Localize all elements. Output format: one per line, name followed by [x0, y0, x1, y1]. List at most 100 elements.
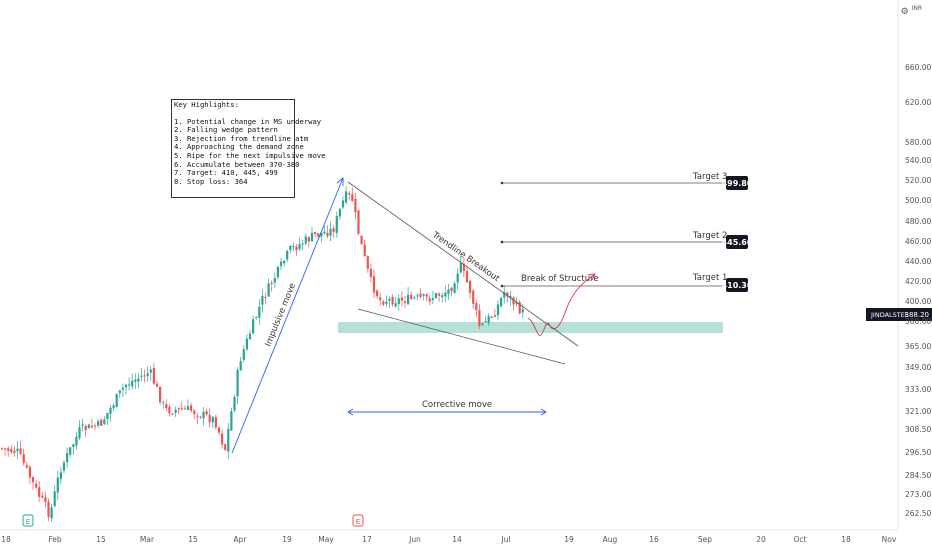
candle-body — [25, 465, 28, 468]
time-tick-label: 16 — [649, 535, 659, 544]
candle-body — [453, 283, 456, 293]
candle-body — [351, 194, 354, 201]
candle-body — [496, 304, 500, 316]
candle-body — [22, 453, 25, 464]
candle-body — [121, 387, 124, 390]
candle-body — [239, 361, 242, 371]
candle-body — [310, 232, 314, 242]
candle-body — [301, 243, 304, 245]
candle-body — [295, 246, 298, 251]
candle-body — [128, 384, 131, 386]
impulsive-arrow-head — [336, 177, 344, 186]
candle-body — [490, 316, 493, 318]
candle-body — [475, 303, 478, 311]
candle-body — [131, 380, 134, 387]
candle-body — [112, 405, 115, 409]
candle-body — [413, 297, 416, 299]
candle-body — [273, 278, 276, 283]
candle-body — [289, 245, 292, 251]
upper-trendline — [347, 181, 579, 347]
candle-body — [41, 495, 44, 498]
candle-body — [487, 315, 490, 323]
candle-body — [140, 375, 143, 377]
candle-body — [270, 282, 273, 284]
time-tick-label: Nov — [882, 535, 897, 544]
candle-body — [369, 268, 372, 278]
key-highlight-item: 6. Accumulate between 370-380 — [174, 159, 300, 169]
candle-body — [397, 298, 400, 305]
candle-body — [472, 290, 475, 304]
candle-body — [512, 297, 515, 305]
price-tick-label: 321.00 — [905, 407, 931, 416]
svg-text:E: E — [26, 518, 30, 526]
time-tick-label: Apr — [234, 535, 248, 544]
last-price-tag: JINDALSTEL 388.20 — [866, 308, 932, 321]
candle-body — [422, 294, 425, 296]
price-tick-label: 540.00 — [905, 156, 931, 165]
trendline-breakout-label: Trendline Breakout — [429, 230, 501, 285]
candle-body — [208, 414, 211, 423]
candle-body — [38, 487, 41, 497]
candle-body — [428, 298, 431, 302]
break-of-structure-label: Break of Structure — [521, 274, 599, 284]
candle-body — [493, 315, 496, 317]
candle-body — [462, 264, 465, 271]
candle-body — [28, 466, 31, 478]
earnings-marker-2[interactable]: E — [352, 514, 364, 527]
time-tick-label: Aug — [603, 535, 618, 544]
candle-body — [317, 233, 320, 237]
candle-body — [7, 448, 10, 451]
candle-body — [4, 448, 7, 450]
target-2-tag: 445.60 — [722, 235, 753, 249]
currency-label: INR — [911, 5, 922, 12]
candle-body — [124, 384, 128, 388]
candle-body — [100, 419, 103, 426]
candle-body — [394, 303, 397, 307]
candle-body — [168, 406, 171, 414]
time-tick-label: Sep — [698, 535, 712, 544]
key-highlight-item: 8. Stop loss: 364 — [174, 176, 248, 186]
candle-body — [407, 294, 410, 305]
candle-body — [162, 402, 165, 404]
candle-body — [506, 292, 509, 297]
candle-body — [366, 255, 369, 269]
price-tick-label: 440.00 — [905, 257, 931, 266]
candle-body — [211, 416, 214, 423]
candle-body — [465, 271, 469, 283]
earnings-marker-1[interactable]: E — [22, 514, 34, 527]
time-tick-label: Mar — [140, 535, 155, 544]
time-axis[interactable]: 18 Feb 15 Mar 15 Apr 19 May 17 Jun 14 Jul 19 Aug 16 Sep… — [1, 535, 897, 544]
target-3-label: Target 3 — [692, 172, 727, 182]
price-axis[interactable]: 660.00 620.00 580.00 540.00 520.00 500.00 480.… — [905, 63, 931, 518]
settings-gear-icon[interactable]: ⚙ — [900, 7, 909, 17]
candle-body — [248, 333, 252, 340]
candle-body — [363, 244, 366, 257]
candle-body — [335, 215, 338, 233]
candle-body — [410, 294, 413, 299]
candle-body — [431, 298, 434, 301]
currency-settings[interactable]: ⚙ INR — [901, 5, 922, 17]
price-tick-label: 480.00 — [905, 217, 931, 226]
price-tick-label: 580.00 — [905, 138, 931, 147]
price-tick-label: 420.00 — [905, 277, 931, 286]
candle-body — [236, 369, 239, 397]
candle-body — [456, 273, 459, 283]
time-tick-label: 17 — [362, 535, 372, 544]
candle-body — [227, 428, 230, 452]
candle-body — [149, 369, 152, 373]
candle-body — [134, 379, 137, 382]
candle-body — [385, 301, 388, 304]
candle-body — [518, 302, 521, 314]
key-highlight-item: 1. Potential change in MS underway — [174, 116, 322, 126]
candle-body — [252, 319, 255, 334]
candle-body — [233, 396, 236, 411]
time-tick-label: Feb — [48, 535, 62, 544]
candle-body — [304, 236, 307, 244]
candle-body — [255, 317, 258, 319]
candles-group — [0, 186, 524, 522]
candle-body — [190, 405, 193, 411]
candle-body — [47, 501, 50, 517]
candle-body — [56, 477, 59, 493]
candle-body — [217, 427, 221, 433]
